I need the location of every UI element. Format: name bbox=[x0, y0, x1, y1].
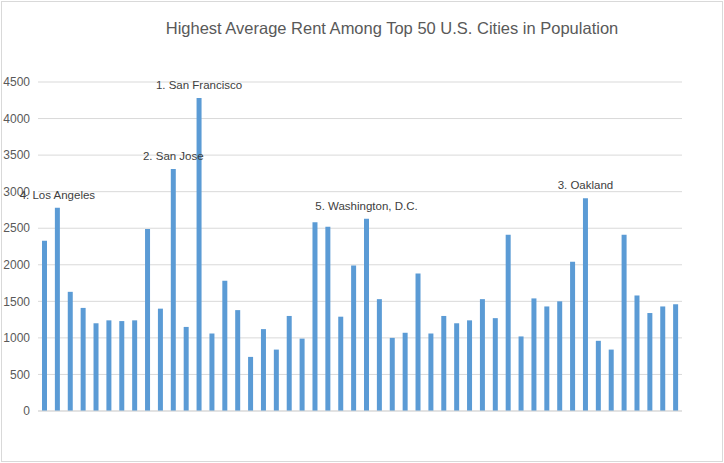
svg-text:2000: 2000 bbox=[8, 258, 30, 272]
svg-text:4. Los Angeles: 4. Los Angeles bbox=[20, 189, 96, 201]
svg-text:1000: 1000 bbox=[8, 331, 30, 345]
svg-text:2500: 2500 bbox=[8, 221, 30, 235]
svg-text:1500: 1500 bbox=[8, 295, 30, 309]
svg-text:0: 0 bbox=[23, 404, 30, 418]
svg-text:500: 500 bbox=[10, 368, 30, 382]
svg-text:1. San Francisco: 1. San Francisco bbox=[156, 79, 242, 91]
html-text:Highest Average Rent Among Top: Highest Average Rent Among Top 50 U.S. C… bbox=[165, 19, 619, 37]
svg-text:3500: 3500 bbox=[8, 148, 30, 162]
svg-text:4500: 4500 bbox=[8, 75, 30, 89]
svg-text:5. Washington, D.C.: 5. Washington, D.C. bbox=[315, 200, 417, 212]
svg-text:2. San Jose: 2. San Jose bbox=[143, 150, 204, 162]
svg-text:4000: 4000 bbox=[8, 112, 30, 126]
svg-text:3. Oakland: 3. Oakland bbox=[558, 179, 614, 191]
